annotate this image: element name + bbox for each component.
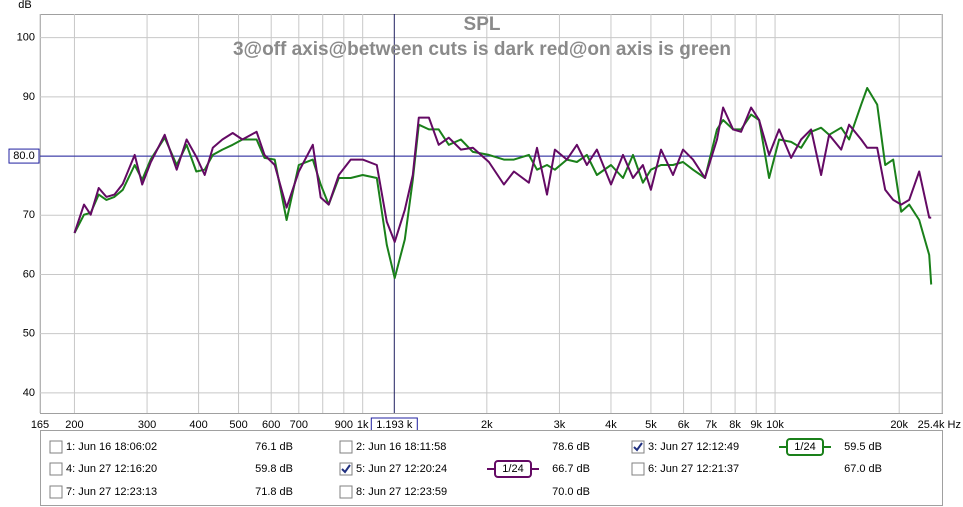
x-tick-label: 1k: [357, 419, 369, 431]
x-tick-label: 7k: [705, 419, 717, 431]
smoothing-box: [494, 460, 532, 478]
y-tick-label: 50: [23, 328, 35, 340]
legend: 1: Jun 16 18:06:02 76.1 dB 2: Jun 16 18:11…: [49, 438, 882, 499]
measurement-name[interactable]: 6: Jun 27 12:21:37: [648, 463, 739, 475]
y-tick-label: 100: [17, 32, 35, 44]
y-tick-label: 40: [23, 387, 35, 399]
measurement-name[interactable]: 7: Jun 27 12:23:13: [66, 486, 157, 498]
x-tick-label: 25.4k Hz: [918, 419, 961, 431]
measurement-reading: 59.8 dB: [255, 463, 293, 475]
x-tick-label: 6k: [678, 419, 690, 431]
checkbox[interactable]: [339, 440, 353, 454]
measurement-reading: 76.1 dB: [255, 441, 293, 453]
measurement-name[interactable]: 5: Jun 27 12:20:24: [356, 463, 447, 475]
x-tick-label: 9k: [750, 419, 762, 431]
measurement-name[interactable]: 4: Jun 27 12:16:20: [66, 463, 157, 475]
x-tick-label: 20k: [890, 419, 908, 431]
x-tick-label: 5k: [645, 419, 657, 431]
chart-title: SPL: [464, 14, 501, 35]
measurement-reading: 67.0 dB: [844, 463, 882, 475]
y-tick-label: 70: [23, 209, 35, 221]
x-tick-label: 700: [290, 419, 308, 431]
measurement-reading: 66.7 dB: [552, 463, 590, 475]
traces: [40, 14, 942, 413]
grid: [39, 14, 943, 413]
x-tick-label: 4k: [605, 419, 617, 431]
x-tick-label: 165: [31, 419, 49, 431]
measurement-reading: 78.6 dB: [552, 441, 590, 453]
cursor-label: 1.193 k: [376, 419, 413, 431]
checkbox[interactable]: [339, 485, 353, 499]
measurement-reading: 59.5 dB: [844, 441, 882, 453]
checkbox[interactable]: [631, 462, 645, 476]
x-tick-label: 600: [262, 419, 280, 431]
x-tick-label: 200: [65, 419, 83, 431]
smoothing-box: [786, 438, 824, 456]
measurement-reading: 71.8 dB: [255, 486, 293, 498]
marker-label: 80.0: [13, 150, 34, 162]
measurement-name[interactable]: 8: Jun 27 12:23:59: [356, 486, 447, 498]
labels: 4050607080901001652003004005006007009001…: [8, 32, 961, 433]
x-tick-label: 500: [229, 419, 247, 431]
checkmark: [341, 464, 351, 474]
smoothing-label: 1/24: [502, 463, 523, 475]
x-tick-label: 900: [335, 419, 353, 431]
x-tick-label: 300: [138, 419, 156, 431]
measurement-name[interactable]: 2: Jun 16 18:11:58: [356, 441, 446, 453]
x-tick-label: 3k: [554, 419, 566, 431]
x-tick-label: 8k: [729, 419, 741, 431]
checkbox[interactable]: [49, 462, 63, 476]
plot-area: [40, 14, 943, 414]
y-axis-label: dB: [18, 0, 31, 11]
measurement-reading: 70.0 dB: [552, 486, 590, 498]
x-tick-label: 10k: [766, 419, 784, 431]
checkmark: [633, 442, 643, 452]
y-tick-label: 60: [23, 268, 35, 280]
trace-line: [73, 106, 932, 243]
smoothing-label: 1/24: [794, 441, 815, 453]
marker-label-box: [8, 148, 40, 164]
x-tick-label: 400: [189, 419, 207, 431]
checkbox[interactable]: [49, 485, 63, 499]
measurement-name[interactable]: 1: Jun 16 18:06:02: [66, 441, 157, 453]
x-tick-label: 2k: [481, 419, 493, 431]
chart-subtitle: 3@off axis@between cuts is dark red@on a…: [233, 39, 731, 60]
checkbox[interactable]: [49, 440, 63, 454]
measurement-name[interactable]: 3: Jun 27 12:12:49: [648, 441, 739, 453]
y-tick-label: 90: [23, 91, 35, 103]
